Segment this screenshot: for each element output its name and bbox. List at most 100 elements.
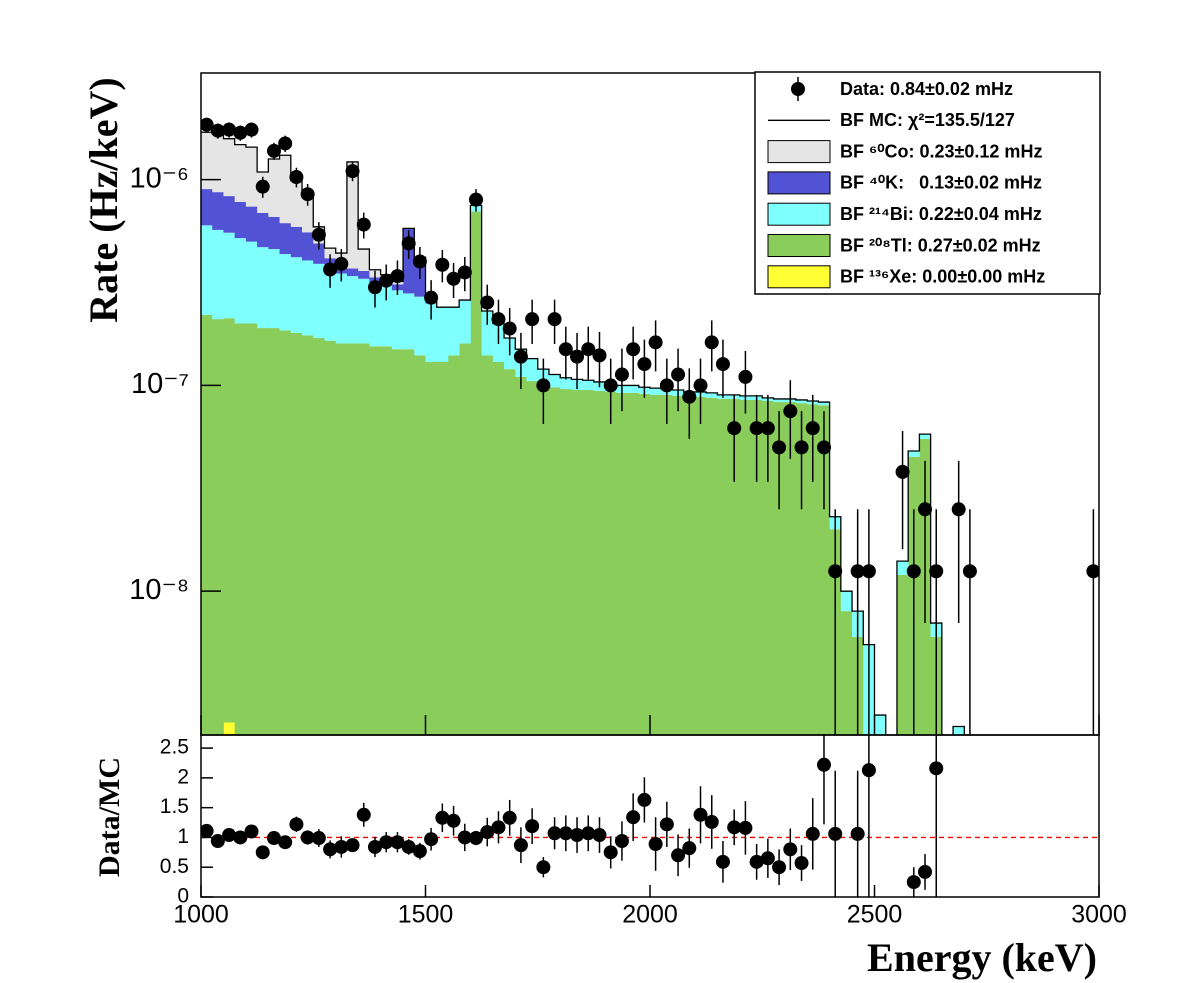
stack-bar [560, 377, 572, 390]
stack-bar [201, 314, 213, 735]
ratio-point [513, 838, 528, 853]
stack-bar [234, 323, 247, 735]
stack-bar [290, 257, 303, 333]
stack-bar [380, 346, 393, 735]
data-point [570, 349, 585, 364]
stack-bar [257, 247, 269, 329]
stack-bar [212, 319, 224, 735]
data-point [626, 342, 641, 357]
stack-bar [919, 434, 932, 439]
stack-bar [257, 328, 269, 735]
data-point [760, 421, 775, 436]
stack-bar [290, 332, 303, 735]
ratio-point [390, 835, 405, 850]
stack-bar [706, 397, 718, 735]
legend-marker [791, 82, 805, 96]
data-point [637, 357, 652, 372]
stack-bar [391, 349, 404, 735]
ratio-point [715, 854, 730, 869]
stack-bar [201, 132, 213, 190]
data-point [457, 265, 472, 280]
stack-bar [582, 380, 595, 391]
data-point [592, 348, 607, 363]
ratio-point [266, 831, 281, 846]
ratio-y-tick-label: 1 [177, 825, 189, 848]
ratio-point [727, 820, 742, 835]
main-plot-area [201, 117, 1099, 735]
stack-bar [795, 399, 808, 404]
ratio-point [648, 836, 663, 851]
legend-label: BF ¹³⁶Xe: 0.00±0.00 mHz [840, 267, 1045, 287]
ratio-point [311, 831, 326, 846]
ratio-point [424, 832, 439, 847]
data-point [727, 421, 742, 436]
stack-bar [313, 243, 325, 264]
stack-bar [268, 216, 280, 250]
x-tick-label: 1500 [398, 901, 454, 929]
legend-label: BF ²⁰⁸Tl: 0.27±0.02 mHz [840, 235, 1041, 255]
ratio-point [547, 826, 562, 841]
x-tick-label: 2000 [622, 901, 678, 929]
stack-bar [672, 395, 685, 735]
data-point [772, 440, 787, 455]
ratio-point [222, 828, 237, 843]
ratio-point [435, 810, 450, 825]
data-point [210, 123, 225, 138]
stack-bar [447, 355, 460, 735]
stack-bar [908, 451, 920, 457]
stack-bar [728, 398, 741, 735]
stack-bar [302, 260, 314, 336]
stack-bar [616, 392, 628, 735]
ratio-point [693, 807, 708, 822]
data-point [424, 290, 439, 305]
stack-bar [324, 248, 337, 259]
data-point [749, 421, 764, 436]
data-point [929, 564, 944, 579]
ratio-point [469, 831, 484, 846]
stack-bar [234, 201, 247, 239]
ratio-point [201, 823, 214, 838]
legend-label: BF ²¹⁴Bi: 0.22±0.04 mHz [840, 204, 1042, 224]
stack-bar [279, 223, 292, 255]
stack-bar [548, 387, 561, 735]
data-point [805, 421, 820, 436]
axes: Rate (Hz/keV) Data/MC Energy (keV) 10⁻⁸ 1… [81, 72, 1127, 980]
ratio-point [255, 845, 270, 860]
data-point [300, 187, 315, 202]
ratio-point [323, 842, 338, 857]
data-point [513, 349, 528, 364]
ratio-point [929, 761, 944, 776]
stack-bar [425, 303, 438, 362]
ratio-point [570, 828, 585, 843]
stack-bar [346, 268, 359, 277]
data-point [222, 122, 237, 137]
stack-bar [223, 232, 236, 319]
ratio-point [626, 810, 641, 825]
stack-bar [223, 318, 236, 723]
stack-bar [683, 396, 696, 735]
stack-bar [414, 296, 426, 356]
data-point [480, 295, 495, 310]
ratio-point [367, 839, 382, 854]
data-point [491, 312, 506, 327]
legend: Data: 0.84±0.02 mHz BF MC: χ²=135.5/127 BF… [754, 71, 1101, 295]
ratio-point [233, 830, 248, 845]
stack-bar [346, 161, 359, 269]
stack-bar [470, 211, 483, 735]
data-point [367, 280, 382, 295]
data-point [289, 170, 304, 185]
data-point [895, 464, 910, 479]
ratio-point [592, 828, 607, 843]
stack-bar [795, 403, 808, 735]
ratio-point [379, 835, 394, 850]
ratio-y-tick-label: 2.5 [160, 736, 189, 759]
ratio-y-tick-label: 0 [177, 885, 189, 908]
data-point [783, 404, 798, 419]
stack-bar [257, 212, 269, 248]
stack-bar [324, 340, 337, 735]
stack-bar [302, 335, 314, 735]
legend-swatch [767, 265, 831, 289]
ratio-point [671, 848, 686, 863]
data-point [962, 564, 977, 579]
stack-bar [571, 390, 584, 735]
